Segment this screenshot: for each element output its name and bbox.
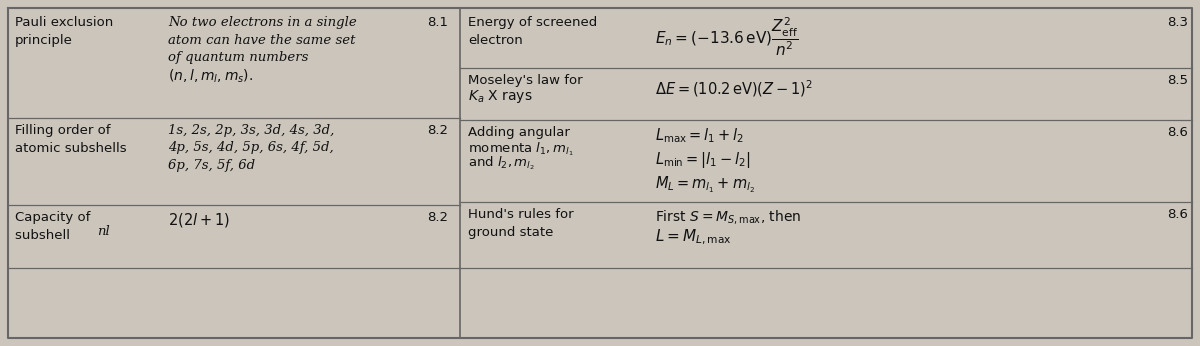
Text: 8.6: 8.6: [1168, 126, 1188, 139]
Text: momenta $l_1, m_{l_1}$: momenta $l_1, m_{l_1}$: [468, 140, 574, 157]
Text: Moseley's law for: Moseley's law for: [468, 74, 583, 87]
Text: Hund's rules for
ground state: Hund's rules for ground state: [468, 208, 574, 239]
Text: 8.2: 8.2: [427, 211, 448, 224]
Text: Pauli exclusion
principle: Pauli exclusion principle: [14, 16, 113, 47]
Text: $\Delta E = (10.2\,\mathrm{eV})(Z-1)^2$: $\Delta E = (10.2\,\mathrm{eV})(Z-1)^2$: [655, 78, 814, 99]
Text: Capacity of
subshell: Capacity of subshell: [14, 211, 90, 242]
Text: 1s, 2s, 2p, 3s, 3d, 4s, 3d,
4p, 5s, 4d, 5p, 6s, 4f, 5d,
6p, 7s, 5f, 6d: 1s, 2s, 2p, 3s, 3d, 4s, 3d, 4p, 5s, 4d, …: [168, 124, 335, 172]
Text: and $l_2, m_{l_2}$: and $l_2, m_{l_2}$: [468, 154, 535, 172]
Text: $(n, l, m_l, m_s).$: $(n, l, m_l, m_s).$: [168, 68, 253, 85]
Text: $L = M_{L,\max}$: $L = M_{L,\max}$: [655, 228, 732, 247]
Text: nl: nl: [97, 225, 109, 238]
Text: $M_L = m_{l_1} + m_{l_2}$: $M_L = m_{l_1} + m_{l_2}$: [655, 174, 755, 194]
Text: Adding angular: Adding angular: [468, 126, 570, 139]
Text: $2(2l+1)$: $2(2l+1)$: [168, 211, 230, 229]
Text: $L_{\min} = |l_1 - l_2|$: $L_{\min} = |l_1 - l_2|$: [655, 150, 751, 170]
Text: Filling order of
atomic subshells: Filling order of atomic subshells: [14, 124, 127, 155]
Text: 8.6: 8.6: [1168, 208, 1188, 221]
Text: 8.2: 8.2: [427, 124, 448, 137]
Text: $E_n = (-13.6\,\mathrm{eV})\dfrac{Z_{\mathrm{eff}}^2}{n^2}$: $E_n = (-13.6\,\mathrm{eV})\dfrac{Z_{\ma…: [655, 15, 798, 58]
Text: Energy of screened
electron: Energy of screened electron: [468, 16, 598, 47]
Text: 8.1: 8.1: [427, 16, 448, 29]
Text: No two electrons in a single
atom can have the same set
of quantum numbers: No two electrons in a single atom can ha…: [168, 16, 356, 64]
Text: First $S = M_{S,\max}$, then: First $S = M_{S,\max}$, then: [655, 208, 802, 226]
Text: 8.5: 8.5: [1166, 74, 1188, 87]
Text: $K_a$ X rays: $K_a$ X rays: [468, 88, 533, 105]
Text: $L_{\max} = l_1 + l_2$: $L_{\max} = l_1 + l_2$: [655, 126, 744, 145]
Text: 8.3: 8.3: [1166, 16, 1188, 29]
